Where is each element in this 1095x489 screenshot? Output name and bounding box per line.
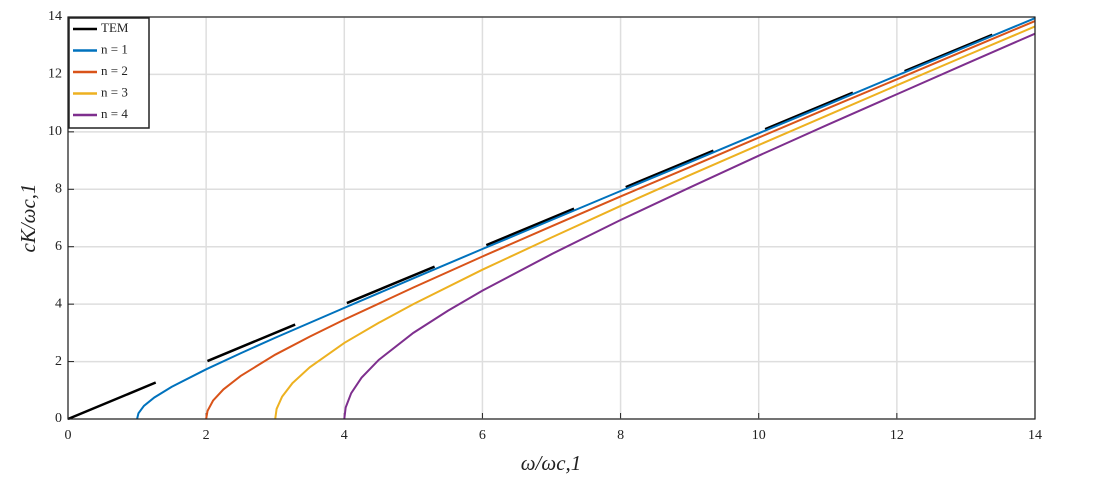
y-tick-label: 10: [48, 124, 62, 139]
legend: TEM n = 1 n = 2 n = 3 n = 4: [68, 17, 150, 129]
y-tick-label: 8: [55, 182, 62, 197]
series-line: [136, 17, 1036, 420]
series-line: [274, 25, 1036, 420]
y-tick-label: 12: [48, 67, 62, 82]
series-line: [67, 15, 1036, 421]
x-tick-label: 12: [890, 428, 904, 443]
legend-label: n = 3: [101, 84, 128, 99]
y-tick-label: 6: [55, 239, 62, 254]
x-tick-label: 8: [617, 428, 624, 443]
x-axis-label: ω/ωc,1: [521, 451, 582, 475]
y-axis-label: cK/ωc,1: [16, 183, 40, 252]
series-line: [205, 20, 1036, 420]
series-line: [343, 32, 1036, 420]
plot-frame: [67, 16, 1036, 420]
y-tick-label: 4: [55, 296, 62, 311]
y-tick-label: 14: [48, 9, 62, 24]
y-tick-label: 0: [55, 411, 62, 426]
legend-label: TEM: [101, 20, 129, 35]
x-tick-label: 2: [203, 428, 210, 443]
x-tick-label: 6: [479, 428, 486, 443]
legend-label: n = 4: [101, 106, 128, 121]
x-tick-label: 4: [341, 428, 348, 443]
y-tick-label: 2: [55, 354, 62, 369]
x-tick-label: 10: [752, 428, 766, 443]
legend-label: n = 1: [101, 41, 128, 56]
x-tick-label: 0: [65, 428, 72, 443]
legend-label: n = 2: [101, 63, 128, 78]
x-tick-label: 14: [1028, 428, 1042, 443]
